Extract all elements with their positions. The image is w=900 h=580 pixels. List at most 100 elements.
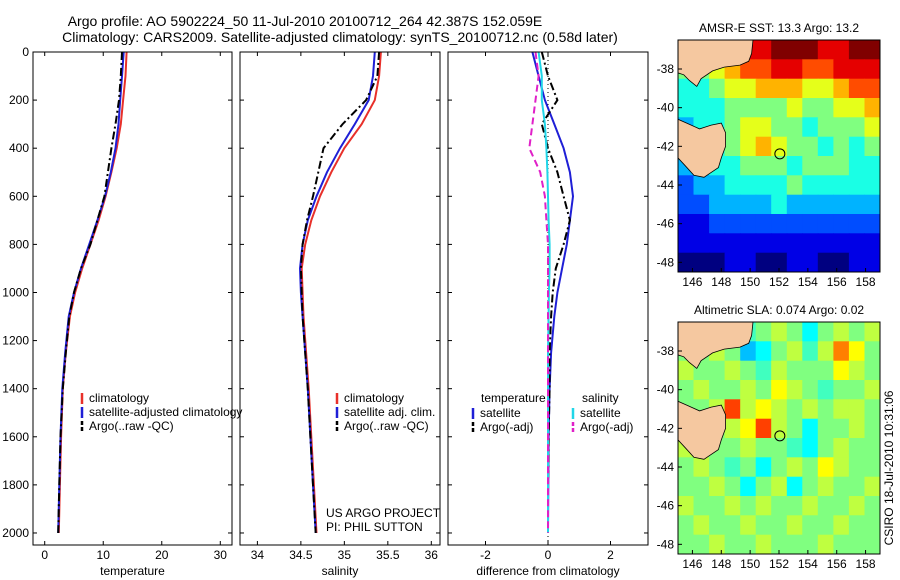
heat-cell [833,438,850,458]
project-note-line2: PI: PHIL SUTTON [326,520,423,534]
mainland-australia [678,322,754,370]
heat-cell [864,380,880,400]
mainland-australia [678,40,754,88]
heat-cell [817,399,834,420]
map-title: Altimetric SLA: 0.074 Argo: 0.02 [694,303,864,317]
heat-cell [864,438,880,458]
x-tick-label: 20 [155,548,169,562]
x-axis-label: difference from climatology [476,564,619,578]
heat-cell [740,438,757,458]
x-tick-label: -2 [480,548,491,562]
heat-cell [802,98,819,118]
heat-cell [786,380,803,400]
heat-cell [740,457,757,478]
figure-title-line2: Climatology: CARS2009. Satellite-adjuste… [62,29,618,45]
heat-cell [771,117,788,138]
heat-cell [709,360,726,381]
heat-cell [802,534,819,554]
y-tick-label: -46 [657,217,675,231]
heat-cell [724,233,741,254]
y-tick-label: 200 [9,93,29,107]
heat-cell [864,156,880,176]
heat-cell [740,156,757,176]
heat-cell [771,78,788,99]
heat-cell [755,418,772,439]
heat-cell [864,341,880,362]
heat-cell [848,59,865,80]
x-tick-label: 30 [214,548,228,562]
heat-cell [802,59,819,80]
heat-cell [802,496,819,516]
heat-cell [693,233,710,254]
heat-cell [802,457,819,478]
heat-cell [693,457,710,478]
heat-cell [817,233,834,254]
heat-cell [755,194,772,215]
heat-cell [833,136,850,157]
heat-cell [755,496,772,516]
heat-cell [817,40,834,60]
x-tick-label: 154 [798,275,818,289]
heat-cell [755,78,772,99]
heat-cell [755,40,772,60]
series-line-argo-raw-qc- [299,51,381,534]
heat-cell [755,59,772,80]
heat-cell [724,399,741,420]
x-tick-label: 152 [769,275,789,289]
heat-cell [864,59,880,80]
heat-cell [724,252,741,272]
sla-map-panel: Altimetric SLA: 0.074 Argo: 0.02 146 148 15… [657,303,881,571]
heat-cell [848,98,865,118]
x-tick-label: 34.5 [289,548,313,562]
heat-cell [678,98,695,118]
heat-cell [864,233,880,254]
series-line-argo-adj- [528,51,549,533]
heat-cell [771,252,788,272]
x-tick-label: 148 [711,557,731,571]
heat-cell [864,252,880,272]
heat-cell [817,156,834,176]
heat-cell [833,59,850,80]
heat-cell [833,418,850,439]
y-tick-label: 0 [22,45,29,59]
legend-label: Argo(..raw -QC) [89,419,174,433]
x-tick-label: 10 [97,548,111,562]
y-tick-label: -42 [657,139,675,153]
x-tick-label: 2 [607,548,614,562]
heat-cell [771,360,788,381]
heat-cell [833,40,850,60]
heat-cell [709,252,726,272]
heat-cell [864,117,880,138]
heat-cell [709,175,726,196]
heat-cell [802,399,819,420]
heat-cell [709,233,726,254]
heat-cell [771,380,788,400]
heat-cell [755,252,772,272]
heat-cell [802,476,819,497]
heat-cell [848,496,865,516]
argo-location-marker [774,148,786,160]
heat-cell [724,214,741,234]
series-line-climatology [57,51,128,534]
heat-cell [833,214,850,234]
heat-cell [864,98,880,118]
heat-cell [817,322,834,342]
heat-cell [740,399,757,420]
heat-cell [802,252,819,272]
legend-group-title: temperature [481,391,546,405]
heat-cell [786,322,803,342]
heat-cell [802,380,819,400]
heat-cell [786,515,803,536]
heat-cell [786,194,803,215]
heat-cell [740,515,757,536]
heat-cell [740,233,757,254]
heat-cell [802,418,819,439]
x-tick-label: 148 [711,275,731,289]
heat-cell [771,156,788,176]
x-tick-label: 158 [856,557,876,571]
heat-cell [740,98,757,118]
heat-cell [864,360,880,381]
heat-cell [833,515,850,536]
heat-cell [771,194,788,215]
